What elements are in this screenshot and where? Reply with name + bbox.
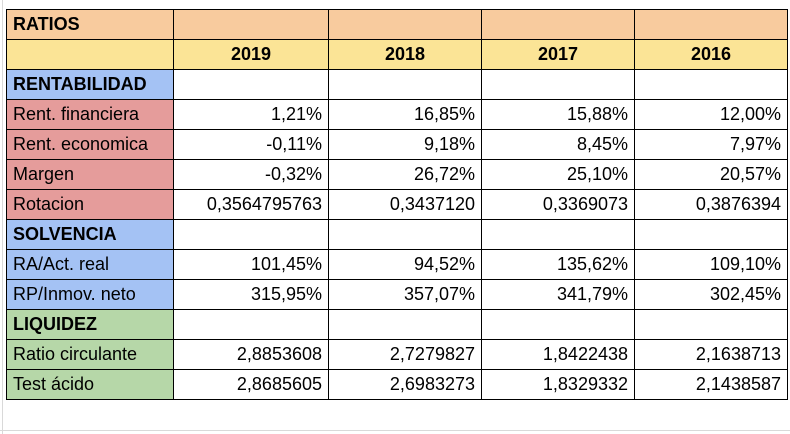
value-cell[interactable]: 1,21% <box>173 99 329 130</box>
value-cell[interactable]: 2,8685605 <box>173 369 329 400</box>
row-label[interactable]: Margen <box>6 159 174 190</box>
value-cell[interactable]: 302,45% <box>634 279 788 310</box>
value-cell[interactable]: 2,1438587 <box>634 369 788 400</box>
value-cell[interactable]: -0,11% <box>173 129 329 160</box>
value-cell[interactable]: 16,85% <box>328 99 482 130</box>
table-row: RA/Act. real 101,45% 94,52% 135,62% 109,… <box>6 249 788 280</box>
empty-cell[interactable] <box>481 309 635 340</box>
value-cell[interactable]: 1,8329332 <box>481 369 635 400</box>
row-label[interactable]: Test ácido <box>6 369 174 400</box>
header-row: RATIOS <box>6 9 788 40</box>
value-cell[interactable]: 135,62% <box>481 249 635 280</box>
gridline-bottom <box>0 430 790 431</box>
section-title-solvencia[interactable]: SOLVENCIA <box>6 219 174 250</box>
section-row-liquidez: LIQUIDEZ <box>6 309 788 340</box>
value-cell[interactable]: 101,45% <box>173 249 329 280</box>
value-cell[interactable]: 94,52% <box>328 249 482 280</box>
row-label[interactable]: Rotacion <box>6 189 174 220</box>
section-title-liquidez[interactable]: LIQUIDEZ <box>6 309 174 340</box>
value-cell[interactable]: 2,6983273 <box>328 369 482 400</box>
value-cell[interactable]: 2,8853608 <box>173 339 329 370</box>
gridline-left <box>2 0 3 434</box>
year-header-2017[interactable]: 2017 <box>481 39 635 70</box>
value-cell[interactable]: 2,7279827 <box>328 339 482 370</box>
section-row-rentabilidad: RENTABILIDAD <box>6 69 788 100</box>
header-cell[interactable] <box>481 9 635 40</box>
year-corner-cell[interactable] <box>6 39 174 70</box>
value-cell[interactable]: 357,07% <box>328 279 482 310</box>
value-cell[interactable]: 1,8422438 <box>481 339 635 370</box>
row-label[interactable]: RA/Act. real <box>6 249 174 280</box>
empty-cell[interactable] <box>173 219 329 250</box>
ratios-table: RATIOS 2019 2018 2017 2016 RENTABILIDAD <box>6 9 788 400</box>
section-row-solvencia: SOLVENCIA <box>6 219 788 250</box>
value-cell[interactable]: 26,72% <box>328 159 482 190</box>
value-cell[interactable]: 9,18% <box>328 129 482 160</box>
header-cell[interactable] <box>634 9 788 40</box>
empty-cell[interactable] <box>634 219 788 250</box>
empty-cell[interactable] <box>481 219 635 250</box>
section-title-rentabilidad[interactable]: RENTABILIDAD <box>6 69 174 100</box>
header-cell[interactable] <box>328 9 482 40</box>
table-row: RP/Inmov. neto 315,95% 357,07% 341,79% 3… <box>6 279 788 310</box>
value-cell[interactable]: 0,3876394 <box>634 189 788 220</box>
year-header-2018[interactable]: 2018 <box>328 39 482 70</box>
value-cell[interactable]: 2,1638713 <box>634 339 788 370</box>
row-label[interactable]: Rent. financiera <box>6 99 174 130</box>
row-label[interactable]: Ratio circulante <box>6 339 174 370</box>
value-cell[interactable]: 8,45% <box>481 129 635 160</box>
year-row: 2019 2018 2017 2016 <box>6 39 788 70</box>
value-cell[interactable]: 20,57% <box>634 159 788 190</box>
year-header-2016[interactable]: 2016 <box>634 39 788 70</box>
value-cell[interactable]: -0,32% <box>173 159 329 190</box>
value-cell[interactable]: 15,88% <box>481 99 635 130</box>
table-row: Margen -0,32% 26,72% 25,10% 20,57% <box>6 159 788 190</box>
value-cell[interactable]: 315,95% <box>173 279 329 310</box>
value-cell[interactable]: 12,00% <box>634 99 788 130</box>
value-cell[interactable]: 7,97% <box>634 129 788 160</box>
empty-cell[interactable] <box>328 69 482 100</box>
empty-cell[interactable] <box>328 309 482 340</box>
value-cell[interactable]: 341,79% <box>481 279 635 310</box>
empty-cell[interactable] <box>634 309 788 340</box>
empty-cell[interactable] <box>481 69 635 100</box>
table-row: Rent. financiera 1,21% 16,85% 15,88% 12,… <box>6 99 788 130</box>
table-row: Rotacion 0,3564795763 0,3437120 0,336907… <box>6 189 788 220</box>
header-cell[interactable] <box>173 9 329 40</box>
table-row: Test ácido 2,8685605 2,6983273 1,8329332… <box>6 369 788 400</box>
row-label[interactable]: RP/Inmov. neto <box>6 279 174 310</box>
empty-cell[interactable] <box>173 69 329 100</box>
table-row: Rent. economica -0,11% 9,18% 8,45% 7,97% <box>6 129 788 160</box>
value-cell[interactable]: 0,3369073 <box>481 189 635 220</box>
value-cell[interactable]: 0,3437120 <box>328 189 482 220</box>
empty-cell[interactable] <box>328 219 482 250</box>
value-cell[interactable]: 0,3564795763 <box>173 189 329 220</box>
value-cell[interactable]: 25,10% <box>481 159 635 190</box>
empty-cell[interactable] <box>634 69 788 100</box>
row-label[interactable]: Rent. economica <box>6 129 174 160</box>
table-row: Ratio circulante 2,8853608 2,7279827 1,8… <box>6 339 788 370</box>
sheet-title[interactable]: RATIOS <box>6 9 174 40</box>
year-header-2019[interactable]: 2019 <box>173 39 329 70</box>
value-cell[interactable]: 109,10% <box>634 249 788 280</box>
empty-cell[interactable] <box>173 309 329 340</box>
